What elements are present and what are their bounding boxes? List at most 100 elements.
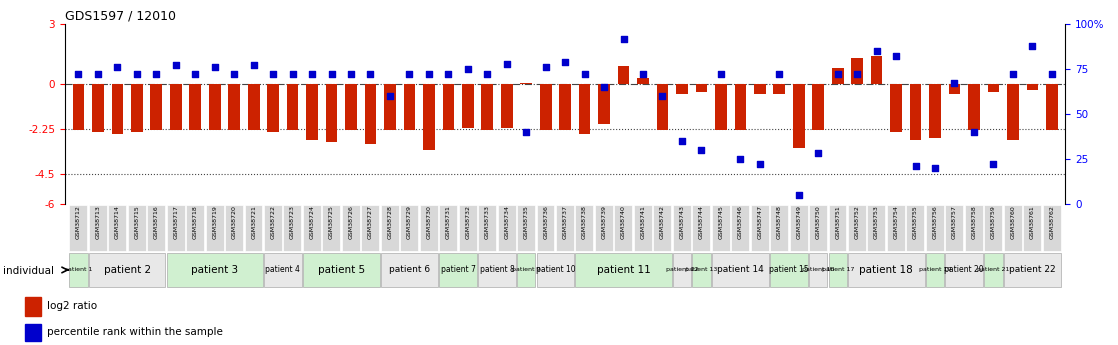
FancyBboxPatch shape xyxy=(69,253,87,287)
Bar xyxy=(423,84,435,150)
Point xyxy=(576,72,594,77)
FancyBboxPatch shape xyxy=(69,205,87,251)
Point xyxy=(751,161,769,167)
Text: GSM38712: GSM38712 xyxy=(76,205,80,239)
Point xyxy=(264,72,282,77)
Point xyxy=(1043,72,1061,77)
FancyBboxPatch shape xyxy=(419,205,437,251)
Point xyxy=(673,138,691,144)
Text: GSM38757: GSM38757 xyxy=(953,205,957,239)
Text: log2 ratio: log2 ratio xyxy=(47,302,97,311)
Bar xyxy=(598,84,610,124)
FancyBboxPatch shape xyxy=(692,253,711,287)
Bar xyxy=(112,84,123,134)
Text: percentile rank within the sample: percentile rank within the sample xyxy=(47,327,222,337)
Text: GSM38718: GSM38718 xyxy=(192,205,198,239)
Bar xyxy=(559,84,571,130)
FancyBboxPatch shape xyxy=(809,253,827,287)
Text: GSM38753: GSM38753 xyxy=(874,205,879,239)
Text: GSM38727: GSM38727 xyxy=(368,205,373,239)
Text: GSM38754: GSM38754 xyxy=(893,205,899,239)
Bar xyxy=(871,56,882,84)
Bar xyxy=(325,84,338,142)
Text: GSM38735: GSM38735 xyxy=(523,205,529,239)
Text: GSM38720: GSM38720 xyxy=(231,205,237,239)
Point xyxy=(518,129,536,135)
Bar xyxy=(1026,84,1039,90)
FancyBboxPatch shape xyxy=(322,205,340,251)
FancyBboxPatch shape xyxy=(381,205,399,251)
Bar xyxy=(656,84,669,130)
Text: patient 3: patient 3 xyxy=(191,265,238,275)
FancyBboxPatch shape xyxy=(108,205,126,251)
Text: GSM38746: GSM38746 xyxy=(738,205,742,239)
Text: patient 11: patient 11 xyxy=(597,265,651,275)
FancyBboxPatch shape xyxy=(907,205,925,251)
FancyBboxPatch shape xyxy=(537,253,575,287)
Bar xyxy=(1007,84,1018,140)
FancyBboxPatch shape xyxy=(849,253,925,287)
Bar xyxy=(228,84,240,130)
Text: GSM38736: GSM38736 xyxy=(543,205,548,239)
Point xyxy=(127,72,145,77)
FancyBboxPatch shape xyxy=(731,205,749,251)
Text: GSM38740: GSM38740 xyxy=(622,205,626,239)
FancyBboxPatch shape xyxy=(770,253,808,287)
Text: patient 19: patient 19 xyxy=(919,267,951,273)
FancyBboxPatch shape xyxy=(517,205,536,251)
Text: individual: individual xyxy=(3,266,55,276)
Bar xyxy=(695,84,708,92)
Point xyxy=(985,161,1003,167)
Text: GSM38731: GSM38731 xyxy=(446,205,451,239)
FancyBboxPatch shape xyxy=(284,205,302,251)
Text: patient 5: patient 5 xyxy=(318,265,364,275)
Bar xyxy=(832,68,843,84)
Bar xyxy=(813,84,824,130)
Text: patient 14: patient 14 xyxy=(717,265,764,275)
Point xyxy=(537,65,555,70)
FancyBboxPatch shape xyxy=(984,205,1002,251)
Text: GSM38734: GSM38734 xyxy=(504,205,509,239)
Text: GSM38716: GSM38716 xyxy=(154,205,159,239)
FancyBboxPatch shape xyxy=(400,205,418,251)
Text: patient 4: patient 4 xyxy=(265,265,301,275)
Text: GSM38728: GSM38728 xyxy=(388,205,392,239)
FancyBboxPatch shape xyxy=(1023,205,1041,251)
FancyBboxPatch shape xyxy=(634,205,652,251)
Bar xyxy=(345,84,357,130)
FancyBboxPatch shape xyxy=(692,205,710,251)
FancyBboxPatch shape xyxy=(946,253,983,287)
FancyBboxPatch shape xyxy=(458,205,476,251)
Text: patient 1: patient 1 xyxy=(64,267,93,273)
FancyBboxPatch shape xyxy=(595,205,613,251)
Point xyxy=(458,66,476,72)
Point xyxy=(479,72,496,77)
FancyBboxPatch shape xyxy=(946,205,964,251)
Text: patient 12: patient 12 xyxy=(665,267,698,273)
FancyBboxPatch shape xyxy=(673,205,691,251)
FancyBboxPatch shape xyxy=(225,205,243,251)
Bar xyxy=(579,84,590,134)
Text: GSM38739: GSM38739 xyxy=(601,205,607,239)
Point xyxy=(187,72,205,77)
Text: patient 16: patient 16 xyxy=(802,267,834,273)
Text: GSM38724: GSM38724 xyxy=(310,205,314,239)
Bar xyxy=(949,84,960,94)
Point xyxy=(712,72,730,77)
Text: patient 2: patient 2 xyxy=(104,265,151,275)
FancyBboxPatch shape xyxy=(965,205,983,251)
Text: GSM38729: GSM38729 xyxy=(407,205,411,239)
Bar xyxy=(189,84,201,130)
FancyBboxPatch shape xyxy=(303,253,380,287)
Bar xyxy=(851,58,863,84)
Bar xyxy=(482,84,493,130)
Point xyxy=(498,61,515,66)
Text: patient 20: patient 20 xyxy=(945,265,984,275)
Text: GSM38760: GSM38760 xyxy=(1011,205,1015,239)
Bar xyxy=(26,324,41,341)
Text: patient 10: patient 10 xyxy=(536,265,576,275)
Text: patient 9: patient 9 xyxy=(512,267,540,273)
Text: GSM38714: GSM38714 xyxy=(115,205,120,239)
Point xyxy=(89,72,107,77)
FancyBboxPatch shape xyxy=(789,205,807,251)
